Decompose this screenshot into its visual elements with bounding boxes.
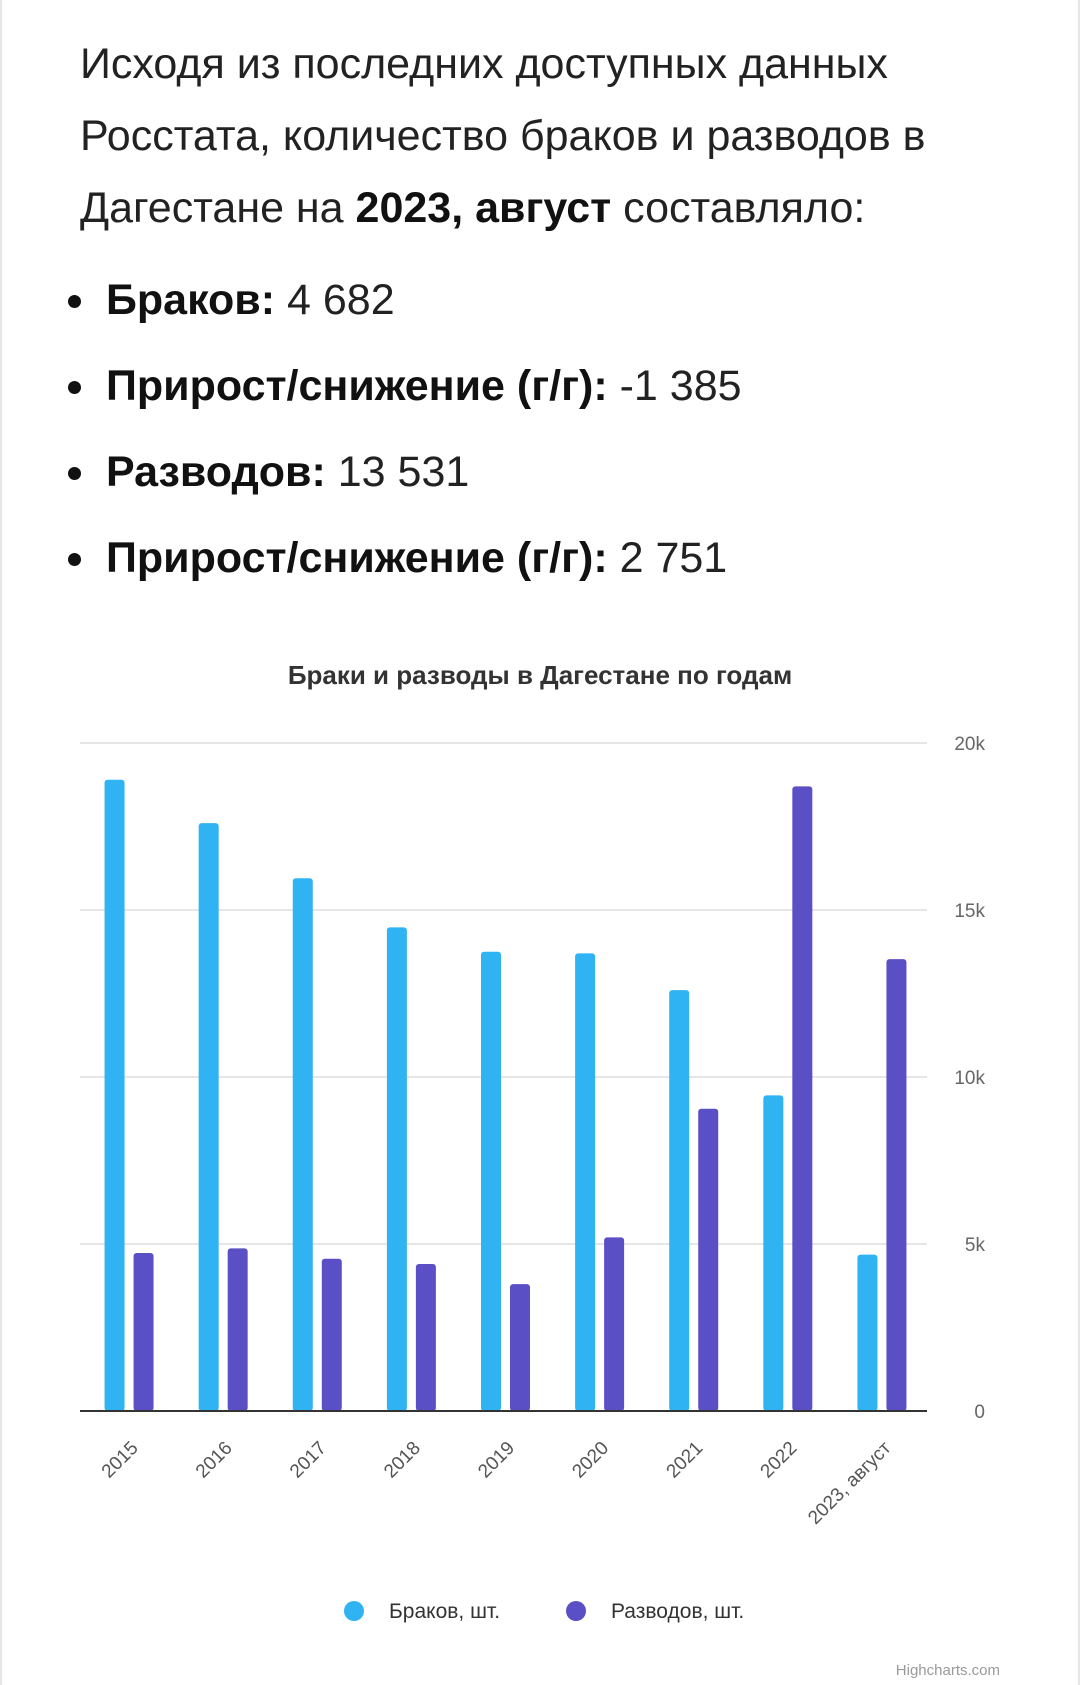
x-tick-label: 2016 (192, 1438, 237, 1483)
x-tick-label: 2020 (568, 1438, 613, 1483)
grid-lines (80, 742, 927, 1245)
bar-divorces[interactable] (604, 1237, 625, 1411)
x-axis-labels: 2015 2016 2017 2018 2019 2020 2021 2022 2023, ав… (98, 1437, 896, 1528)
x-tick-label: 2017 (286, 1438, 331, 1483)
bar-divorces[interactable] (227, 1248, 248, 1411)
stats-list: Браков: 4 682 Прирост/снижение (г/г): -1… (66, 262, 742, 606)
bullet-icon (68, 553, 81, 566)
chart-title: Браки и разводы в Дагестане по годам (288, 660, 792, 690)
stat-value: 13 531 (337, 448, 470, 496)
legend-item-label[interactable]: Разводов, шт. (611, 1600, 744, 1623)
page-edge-right (1078, 0, 1080, 1685)
bar-marriages[interactable] (386, 927, 407, 1411)
stat-item-marriages: Браков: 4 682 (66, 262, 742, 348)
bar-divorces[interactable] (792, 786, 813, 1411)
bar-marriages[interactable] (292, 878, 313, 1411)
chart-container: Браки и разводы в Дагестане по годам 0 5k… (0, 640, 1080, 1685)
y-axis-labels: 0 5k 10k 15k 20k (954, 734, 985, 1423)
legend-item-label[interactable]: Браков, шт. (389, 1600, 500, 1623)
y-tick-label: 0 (974, 1402, 985, 1423)
y-tick-label: 20k (954, 734, 985, 755)
bullet-icon (68, 467, 81, 480)
bar-marriages[interactable] (669, 990, 690, 1411)
legend-marker (344, 1601, 364, 1621)
bar-marriages[interactable] (198, 823, 219, 1411)
x-tick-label: 2022 (757, 1438, 802, 1483)
stat-item-divorces-change: Прирост/снижение (г/г): 2 751 (66, 520, 742, 606)
stat-label: Браков: (106, 276, 276, 324)
stat-value: -1 385 (619, 362, 742, 410)
intro-text-before: Исходя из последних доступных данных Рос… (80, 40, 926, 232)
stat-item-marriages-change: Прирост/снижение (г/г): -1 385 (66, 348, 742, 434)
bar-marriages[interactable] (857, 1254, 878, 1411)
intro-period: 2023, август (355, 184, 612, 232)
legend: Браков, шт. Разводов, шт. (344, 1600, 744, 1623)
stat-item-divorces: Разводов: 13 531 (66, 434, 742, 520)
bars (104, 779, 907, 1411)
bar-chart: Браки и разводы в Дагестане по годам 0 5k… (80, 660, 985, 1623)
bar-divorces[interactable] (886, 959, 907, 1411)
bar-marriages[interactable] (481, 951, 501, 1411)
bar-divorces[interactable] (133, 1253, 154, 1411)
bullet-icon (68, 295, 81, 308)
y-tick-label: 15k (954, 901, 985, 922)
page-edge-left (0, 0, 2, 1685)
chart-credit[interactable]: Highcharts.com (895, 1662, 1000, 1679)
bar-divorces[interactable] (321, 1258, 342, 1411)
stat-value: 2 751 (619, 534, 728, 582)
x-tick-label: 2021 (663, 1438, 708, 1483)
x-tick-label: 2019 (474, 1438, 519, 1483)
legend-marker (566, 1601, 586, 1621)
intro-text-after: составляло: (611, 184, 866, 232)
bar-marriages[interactable] (763, 1095, 784, 1411)
intro-paragraph: Исходя из последних доступных данных Рос… (80, 28, 1040, 244)
y-tick-label: 10k (954, 1068, 985, 1089)
bullet-icon (68, 381, 81, 394)
x-tick-label: 2015 (98, 1438, 143, 1483)
bar-divorces[interactable] (510, 1284, 530, 1411)
x-tick-label: 2023, август (804, 1437, 895, 1528)
stat-label: Прирост/снижение (г/г): (106, 534, 608, 582)
bar-marriages[interactable] (575, 953, 596, 1411)
stat-label: Прирост/снижение (г/г): (106, 362, 608, 410)
stat-label: Разводов: (106, 448, 326, 496)
bar-divorces[interactable] (415, 1264, 436, 1411)
bar-marriages[interactable] (104, 779, 125, 1411)
x-tick-label: 2018 (380, 1438, 425, 1483)
bar-divorces[interactable] (698, 1108, 719, 1411)
stat-value: 4 682 (287, 276, 395, 324)
y-tick-label: 5k (965, 1235, 986, 1256)
